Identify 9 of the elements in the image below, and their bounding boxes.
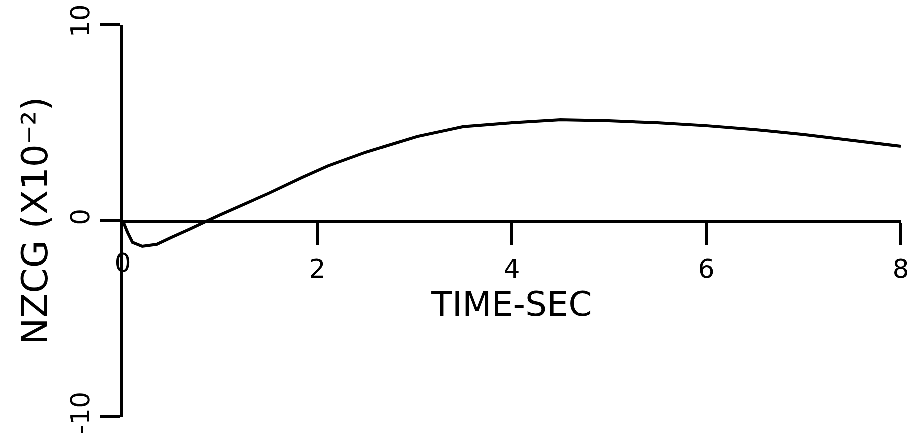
x-tick-label: 2 [309,255,326,286]
y-tick-label: 10 [66,4,97,38]
y-axis-title: NZCG (X10⁻²) [16,96,56,346]
y-tick-label: 0 [66,208,97,226]
x-tick-label: 6 [698,255,715,286]
x-tick-label: 8 [892,255,910,286]
x-axis-title: TIME-SEC [430,285,592,326]
x-tick-label: 4 [504,255,520,286]
y-tick-label: -10 [66,392,97,434]
